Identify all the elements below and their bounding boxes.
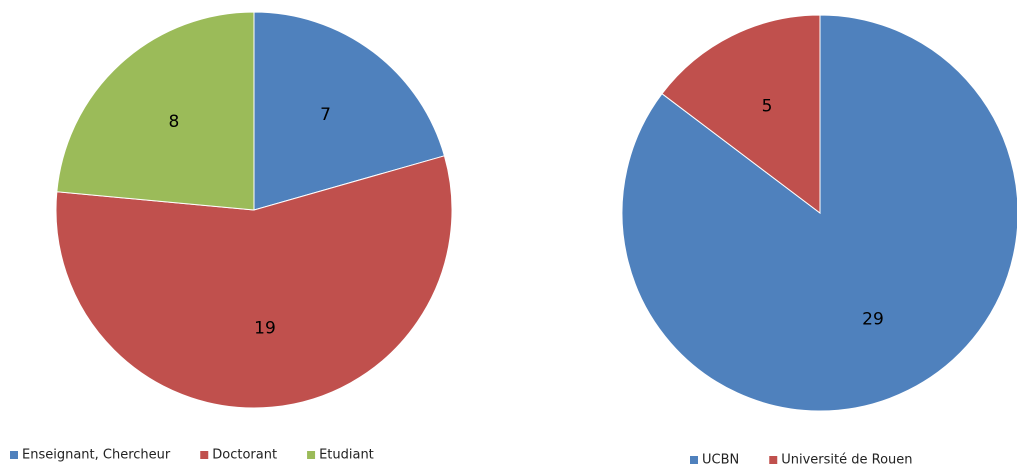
legend-label: Université de Rouen: [781, 453, 912, 468]
data-label: 29: [862, 309, 884, 329]
legend-swatch: [690, 456, 698, 464]
legend-swatch: [769, 456, 778, 464]
data-label: 8: [169, 112, 180, 132]
pie-slice: [661, 14, 821, 215]
data-label: 7: [320, 105, 331, 125]
legend-label: Etudiant: [319, 448, 374, 463]
legend-swatch: [10, 451, 18, 459]
legend-label: Doctorant: [212, 448, 277, 463]
data-label: 5: [762, 97, 773, 117]
legend-swatch: [307, 451, 316, 459]
pie-slice: [253, 11, 446, 211]
legend-label: Enseignant, Chercheur: [22, 448, 171, 463]
legend-label: UCBN: [702, 453, 739, 468]
pie-slice: [56, 11, 255, 211]
pie-slice: [55, 155, 453, 409]
legend-swatch: [200, 451, 209, 459]
data-label: 19: [254, 318, 276, 338]
